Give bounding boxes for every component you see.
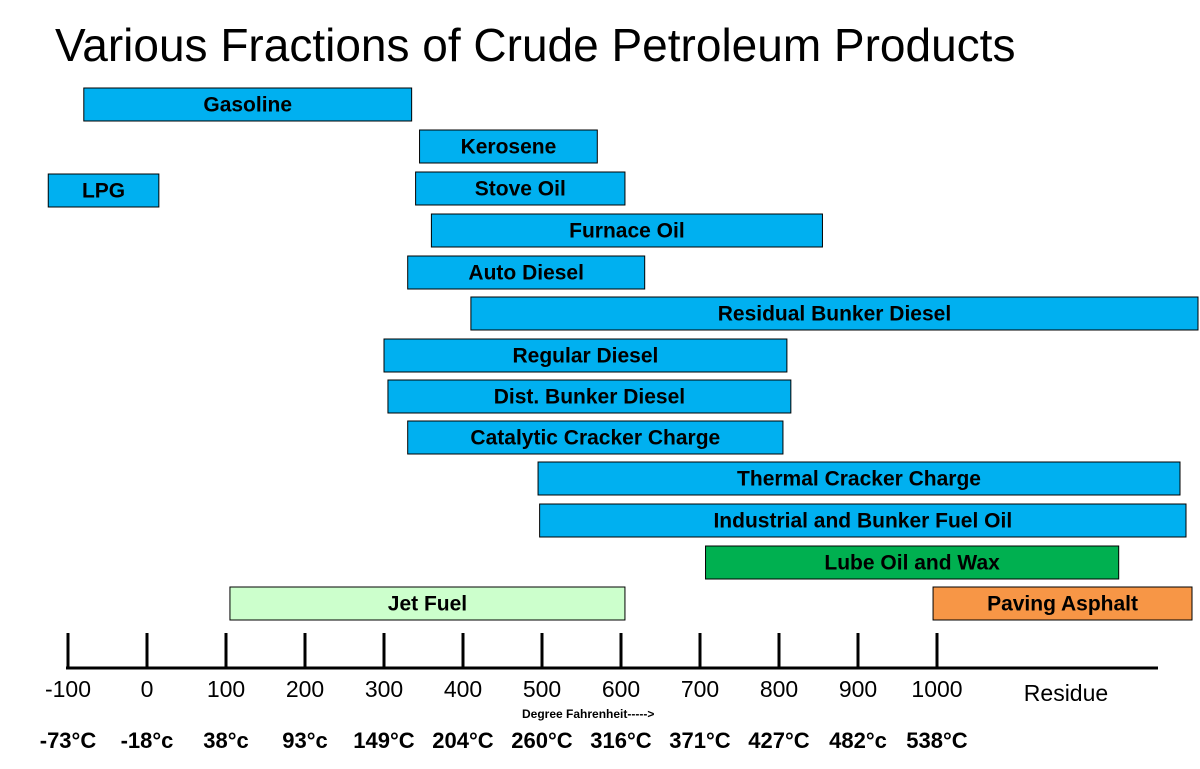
bar-label-furnace-oil: Furnace Oil [569, 220, 685, 243]
chart-title: Various Fractions of Crude Petroleum Pro… [55, 19, 1016, 71]
bar-label-jet-fuel: Jet Fuel [388, 593, 467, 616]
x-tick-label: 300 [365, 676, 403, 702]
celsius-label: 38°c [203, 728, 249, 753]
bar-label-kerosene: Kerosene [461, 136, 557, 159]
bar-rect-kerosene [419, 129, 598, 164]
celsius-label: 93°c [282, 728, 328, 753]
bar-rect-jet-fuel [229, 586, 626, 621]
bar-label-residual-bunker-diesel: Residual Bunker Diesel [718, 303, 951, 326]
x-tick-label: 400 [444, 676, 482, 702]
residue-label: Residue [1024, 680, 1108, 706]
bar-regular-diesel: Regular Diesel [383, 338, 788, 373]
bar-residual-bunker-diesel: Residual Bunker Diesel [470, 296, 1199, 331]
x-tick-label: 900 [839, 676, 877, 702]
bar-industrial-and-bunker-fuel-oil: Industrial and Bunker Fuel Oil [539, 503, 1187, 538]
celsius-label: 482°c [829, 728, 887, 753]
celsius-label: 149°C [353, 728, 415, 753]
bar-auto-diesel: Auto Diesel [407, 255, 646, 290]
bar-rect-residual-bunker-diesel [470, 296, 1199, 331]
x-tick-label: 1000 [911, 676, 962, 702]
bar-rect-auto-diesel [407, 255, 646, 290]
bar-label-lube-oil-and-wax: Lube Oil and Wax [824, 552, 1000, 575]
x-tick-label: 500 [523, 676, 561, 702]
celsius-label: 260°C [511, 728, 573, 753]
x-tick-label: -100 [45, 676, 91, 702]
bar-label-thermal-cracker-charge: Thermal Cracker Charge [737, 468, 981, 491]
x-axis: -100 -73°C 0 -18°c 100 38°c 200 93°c 300 149°C 400… [40, 633, 1158, 753]
x-axis-label: Degree Fahrenheit-----> [522, 707, 654, 721]
bar-label-paving-asphalt: Paving Asphalt [987, 593, 1138, 616]
celsius-label: 371°C [669, 728, 731, 753]
bar-rect-regular-diesel [383, 338, 788, 373]
bar-paving-asphalt: Paving Asphalt [932, 586, 1193, 621]
celsius-label: 316°C [590, 728, 652, 753]
x-tick-label: 200 [286, 676, 324, 702]
bar-label-auto-diesel: Auto Diesel [468, 262, 584, 285]
bar-gasoline: Gasoline [83, 87, 413, 122]
bar-jet-fuel: Jet Fuel [229, 586, 626, 621]
bar-dist-bunker-diesel: Dist. Bunker Diesel [387, 379, 792, 414]
bar-rect-lube-oil-and-wax [705, 545, 1120, 580]
bar-label-gasoline: Gasoline [203, 94, 292, 117]
bar-furnace-oil: Furnace Oil [430, 213, 823, 248]
celsius-label: 204°C [432, 728, 494, 753]
x-tick-label: 0 [141, 676, 154, 702]
bar-kerosene: Kerosene [419, 129, 598, 164]
bar-label-dist-bunker-diesel: Dist. Bunker Diesel [494, 386, 685, 409]
bar-label-regular-diesel: Regular Diesel [512, 345, 658, 368]
bar-rect-catalytic-cracker-charge [407, 420, 784, 455]
x-tick-label: 100 [207, 676, 245, 702]
bar-label-stove-oil: Stove Oil [475, 178, 566, 201]
bar-label-industrial-and-bunker-fuel-oil: Industrial and Bunker Fuel Oil [713, 510, 1012, 533]
bar-rect-industrial-and-bunker-fuel-oil [539, 503, 1187, 538]
bar-thermal-cracker-charge: Thermal Cracker Charge [537, 461, 1181, 496]
bar-catalytic-cracker-charge: Catalytic Cracker Charge [407, 420, 784, 455]
bar-label-catalytic-cracker-charge: Catalytic Cracker Charge [470, 427, 720, 450]
bar-label-lpg: LPG [82, 180, 125, 203]
bar-lube-oil-and-wax: Lube Oil and Wax [705, 545, 1120, 580]
x-tick-label: 600 [602, 676, 640, 702]
bar-stove-oil: Stove Oil [415, 171, 626, 206]
bar-rect-dist-bunker-diesel [387, 379, 792, 414]
bar-rect-stove-oil [415, 171, 626, 206]
bar-rect-paving-asphalt [932, 586, 1193, 621]
bar-rect-lpg [47, 173, 160, 208]
x-tick-label: 700 [681, 676, 719, 702]
bar-rect-furnace-oil [430, 213, 823, 248]
bar-rect-gasoline [83, 87, 413, 122]
celsius-label: 538°C [906, 728, 968, 753]
celsius-label: -73°C [40, 728, 97, 753]
celsius-label: 427°C [748, 728, 810, 753]
bar-rect-thermal-cracker-charge [537, 461, 1181, 496]
x-tick-label: 800 [760, 676, 798, 702]
bar-lpg: LPG [47, 173, 160, 208]
celsius-label: -18°c [121, 728, 174, 753]
